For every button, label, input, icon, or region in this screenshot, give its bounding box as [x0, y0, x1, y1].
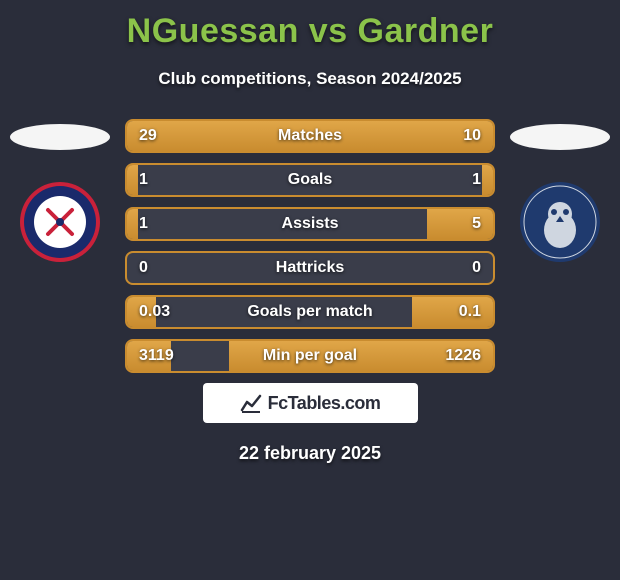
player-left-photo — [10, 124, 110, 150]
stat-right-value: 0 — [472, 259, 481, 277]
page-title: NGuessan vs Gardner — [0, 0, 620, 51]
stat-fill-right — [482, 165, 493, 195]
player-right-photo — [510, 124, 610, 150]
stat-left-value: 3119 — [139, 347, 174, 365]
stat-label: Hattricks — [276, 259, 344, 277]
stat-row: 3119 Min per goal 1226 — [125, 339, 495, 373]
stat-row: 1 Assists 5 — [125, 207, 495, 241]
stat-right-value: 10 — [463, 127, 481, 145]
stat-label: Min per goal — [263, 347, 357, 365]
stat-left-value: 1 — [139, 215, 148, 233]
stat-left-value: 0 — [139, 259, 148, 277]
stat-fill-left — [127, 209, 138, 239]
stat-fill-left — [127, 121, 398, 151]
stat-row: 0 Hattricks 0 — [125, 251, 495, 285]
stat-row: 1 Goals 1 — [125, 163, 495, 197]
date-text: 22 february 2025 — [0, 443, 620, 464]
stat-label: Goals — [288, 171, 332, 189]
branding-badge[interactable]: FcTables.com — [203, 383, 418, 423]
stat-right-value: 1226 — [445, 347, 481, 365]
stat-left-value: 29 — [139, 127, 157, 145]
stat-right-value: 5 — [472, 215, 481, 233]
stat-right-value: 0.1 — [459, 303, 481, 321]
stat-label: Matches — [278, 127, 342, 145]
club-badge-right — [518, 180, 602, 264]
stat-row: 0.03 Goals per match 0.1 — [125, 295, 495, 329]
stat-fill-left — [127, 165, 138, 195]
stat-row: 29 Matches 10 — [125, 119, 495, 153]
stat-right-value: 1 — [472, 171, 481, 189]
oldham-badge-icon — [518, 180, 602, 264]
stat-left-value: 1 — [139, 171, 148, 189]
stat-fill-right — [427, 209, 493, 239]
subtitle: Club competitions, Season 2024/2025 — [0, 69, 620, 89]
stat-left-value: 0.03 — [139, 303, 170, 321]
stat-label: Assists — [282, 215, 339, 233]
stat-label: Goals per match — [247, 303, 372, 321]
branding-text: FcTables.com — [268, 393, 381, 414]
dagenham-badge-icon — [18, 180, 102, 264]
chart-icon — [240, 392, 262, 414]
stats-container: 29 Matches 10 1 Goals 1 1 Assists 5 0 Ha… — [125, 119, 495, 373]
club-badge-left — [18, 180, 102, 264]
